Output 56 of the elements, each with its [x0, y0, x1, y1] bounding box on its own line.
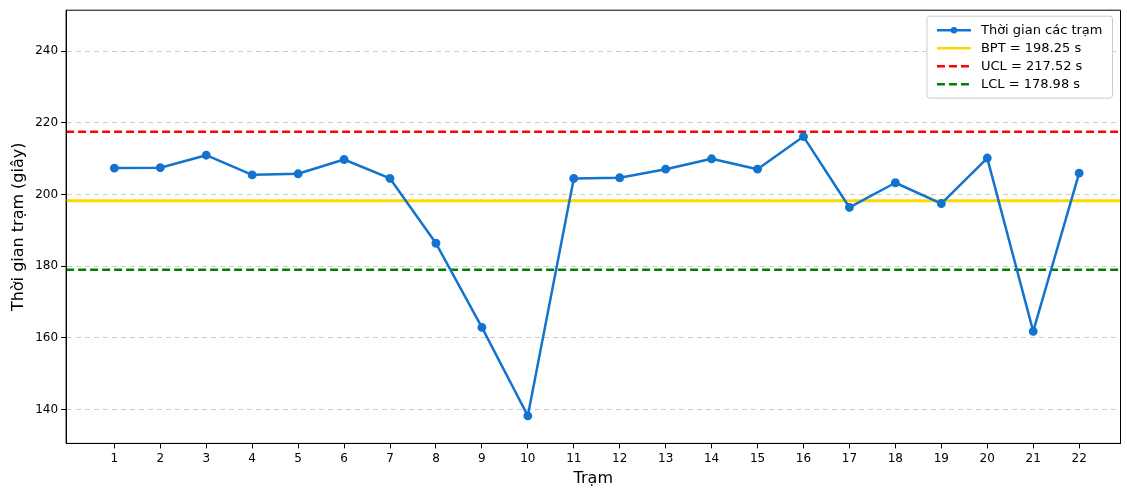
x-tick-label: 3	[202, 450, 211, 465]
x-tick-label: 20	[979, 450, 995, 465]
x-axis-title: Trạm	[572, 467, 613, 487]
point	[339, 155, 349, 164]
x-tick-label: 7	[386, 450, 394, 465]
y-tick-label: 180	[35, 258, 59, 273]
point	[109, 163, 119, 173]
point	[982, 153, 992, 163]
x-tick-label: 14	[703, 450, 720, 465]
legend-label: LCL = 178.98 s	[980, 75, 1081, 91]
point	[569, 174, 579, 183]
y-tick-label: 240	[35, 43, 59, 58]
x-tick-label: 22	[1071, 450, 1087, 465]
point	[661, 164, 671, 174]
point	[201, 150, 211, 160]
y-tick-label: 160	[35, 329, 59, 344]
point	[477, 322, 487, 332]
x-tick-label: 16	[795, 450, 812, 465]
point	[615, 173, 625, 183]
x-tick-label: 2	[156, 450, 165, 465]
y-tick-label: 220	[35, 115, 59, 130]
point	[799, 132, 808, 142]
point	[753, 164, 762, 174]
point	[523, 411, 533, 421]
point	[385, 174, 395, 183]
x-tick-label: 15	[749, 450, 766, 465]
x-tick-label: 5	[294, 450, 302, 465]
x-tick-label: 1	[110, 450, 119, 465]
x-tick-label: 4	[248, 450, 256, 465]
point	[247, 170, 257, 180]
x-tick-label: 12	[612, 450, 628, 465]
y-tick-label: 140	[35, 401, 59, 416]
x-tick-label: 10	[520, 450, 536, 465]
x-tick-label: 21	[1025, 450, 1041, 465]
y-tick-label: 200	[35, 186, 59, 201]
point	[1074, 168, 1084, 178]
legend-label: BPT = 198.25 s	[980, 39, 1082, 55]
x-tick-label: 19	[933, 450, 949, 465]
x-tick-label: 18	[887, 450, 904, 465]
legend-label: Thời gian các trạm	[979, 21, 1103, 37]
x-tick-label: 9	[478, 450, 486, 465]
point	[431, 238, 441, 248]
point	[293, 169, 303, 179]
x-tick-label: 13	[658, 450, 674, 465]
point	[936, 199, 946, 208]
x-tick-label: 17	[841, 450, 858, 465]
point	[155, 163, 165, 173]
point	[707, 154, 717, 164]
legend-label: UCL = 217.52 s	[980, 57, 1083, 73]
point	[890, 178, 900, 188]
x-tick-label: 8	[432, 450, 440, 465]
y-axis-title: Thời gian trạm (giây)	[7, 142, 27, 313]
x-tick-label: 6	[340, 450, 348, 465]
point	[1028, 326, 1038, 336]
x-tick-label: 11	[566, 450, 582, 465]
point	[844, 203, 854, 212]
